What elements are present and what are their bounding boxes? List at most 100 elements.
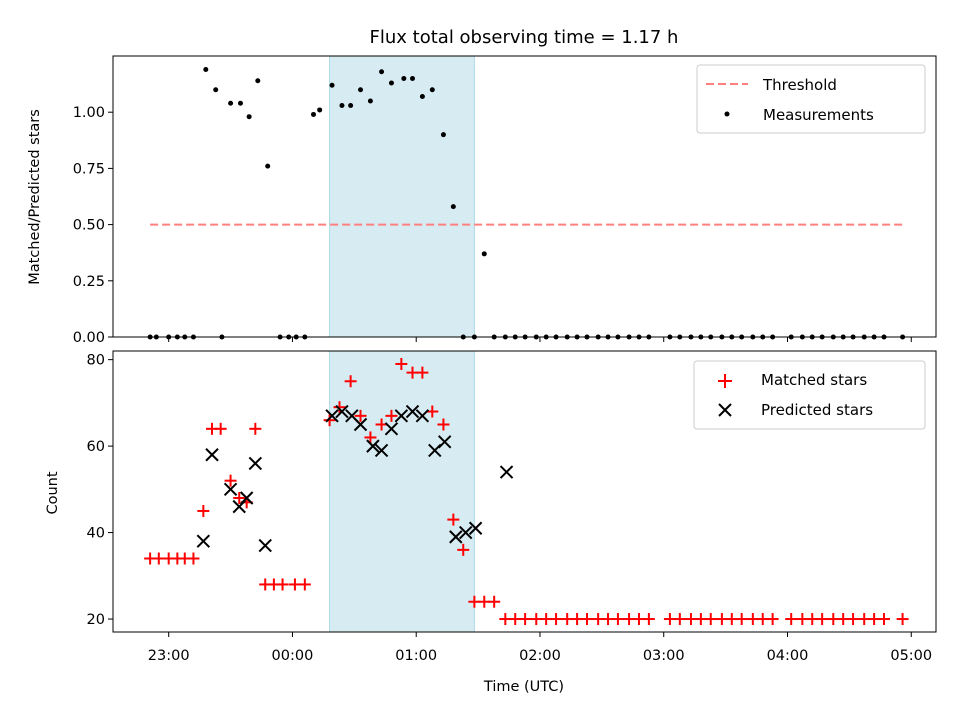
matched-star-point (580, 613, 593, 626)
bottom-axes-frame (112, 350, 937, 633)
predicted-star-point (468, 521, 483, 535)
matched-star-point (896, 613, 909, 626)
x-b (468, 521, 483, 535)
matched-star-point (323, 414, 336, 427)
matched-star-point (233, 491, 246, 504)
matched-star-point (276, 578, 289, 591)
matched-star-point (197, 504, 210, 517)
measurement-point (429, 87, 435, 93)
matched-star-point (437, 418, 450, 431)
x-tick-label: 03:00 (643, 648, 685, 664)
x-b (239, 491, 254, 505)
bottom-legend-box (693, 360, 926, 430)
matched-star-point (395, 357, 408, 370)
x-tick-label: 02:00 (519, 648, 561, 664)
x-b (374, 443, 389, 458)
matched-star-point (375, 418, 388, 431)
x-b (196, 534, 211, 548)
x-b (248, 456, 263, 471)
legend-measurements-label: Measurements (763, 106, 874, 124)
predicted-star-point (223, 482, 238, 497)
y-tick-label: 80 (87, 353, 105, 369)
y-tick-label: 0.00 (73, 330, 105, 346)
legend-measurements-swatch (724, 111, 730, 117)
x-b (405, 404, 420, 419)
bottom-panel: 20 40 60 80 23:00 00:00 01:00 02:00 03:00 04:00 0… (45, 350, 937, 695)
predicted-star-point (449, 530, 463, 544)
measurement-point (339, 102, 345, 108)
matched-star-point (642, 613, 655, 626)
bottom-y-ticks: 20 40 60 80 (87, 353, 113, 628)
predicted-star-point (258, 538, 272, 553)
measurement-point (310, 111, 316, 117)
measurement-point (409, 75, 415, 81)
predicted-star-point (374, 443, 389, 458)
matched-star-point (364, 431, 377, 444)
predicted-star-point (394, 409, 409, 423)
top-y-ticks: 0.00 0.25 0.50 0.75 1.00 (73, 105, 113, 346)
matched-star-point (550, 613, 563, 626)
measurement-point (237, 100, 243, 106)
predicted-stars-points (196, 404, 514, 553)
matched-star-point (354, 409, 367, 422)
predicted-star-point (366, 439, 380, 453)
matched-star-point (224, 474, 237, 487)
y-tick-label: 60 (87, 439, 105, 455)
predicted-star-point (437, 435, 452, 449)
measurement-point (388, 80, 394, 86)
predicted-star-point (499, 465, 514, 479)
observing-window-shade-bottom (329, 350, 475, 633)
legend-predicted-label: Predicted stars (761, 401, 873, 419)
measurement-point (329, 82, 335, 88)
legend-threshold-label: Threshold (762, 76, 837, 94)
y-tick-label: 0.25 (73, 274, 105, 290)
matched-star-point (519, 613, 532, 626)
matched-star-point (298, 578, 311, 591)
x-b (499, 465, 514, 479)
top-legend-box (696, 64, 926, 134)
measurement-point (213, 87, 219, 93)
x-b (366, 439, 380, 453)
matched-stars-points (144, 357, 909, 626)
x-b (353, 417, 368, 432)
top-legend: Threshold Measurements (696, 64, 926, 134)
predicted-star-point (205, 448, 219, 462)
measurement-point (440, 132, 446, 138)
matched-star-point (333, 401, 346, 414)
matched-star-point (847, 613, 860, 626)
bottom-x-ticks: 23:00 00:00 01:00 02:00 03:00 04:00 05:00 (148, 632, 932, 664)
measurement-point (228, 100, 234, 106)
x-tick-label: 05:00 (890, 648, 932, 664)
measurement-point (481, 251, 487, 257)
x-b (449, 530, 463, 544)
x-b (394, 409, 409, 423)
y-tick-label: 1.00 (73, 105, 105, 121)
matched-star-point (426, 405, 439, 418)
x-b (384, 422, 399, 436)
x-tick-label: 23:00 (148, 648, 190, 664)
x-tick-label: 00:00 (272, 648, 314, 664)
measurement-point (203, 66, 209, 72)
matched-star-point (416, 366, 429, 379)
measurement-point (401, 75, 407, 81)
measurement-point (348, 102, 354, 108)
matched-star-point (673, 613, 686, 626)
predicted-star-point (405, 404, 420, 419)
legend-matched-swatch (718, 374, 732, 388)
y-tick-label: 0.50 (73, 218, 105, 234)
measurement-point (367, 98, 373, 104)
predicted-star-point (196, 534, 211, 548)
x-b (437, 435, 452, 449)
matched-star-point (816, 613, 829, 626)
top-panel: 0.00 0.25 0.50 0.75 1.00 Flux total observin… (27, 27, 937, 346)
x-b (459, 525, 473, 540)
matched-star-point (447, 513, 460, 526)
matched-star-point (785, 613, 798, 626)
matched-star-point (344, 375, 357, 388)
predicted-star-point (248, 456, 263, 471)
matched-star-point (735, 613, 748, 626)
top-x-ticks (168, 337, 912, 342)
matched-star-point (611, 613, 624, 626)
measurement-point (358, 87, 364, 93)
